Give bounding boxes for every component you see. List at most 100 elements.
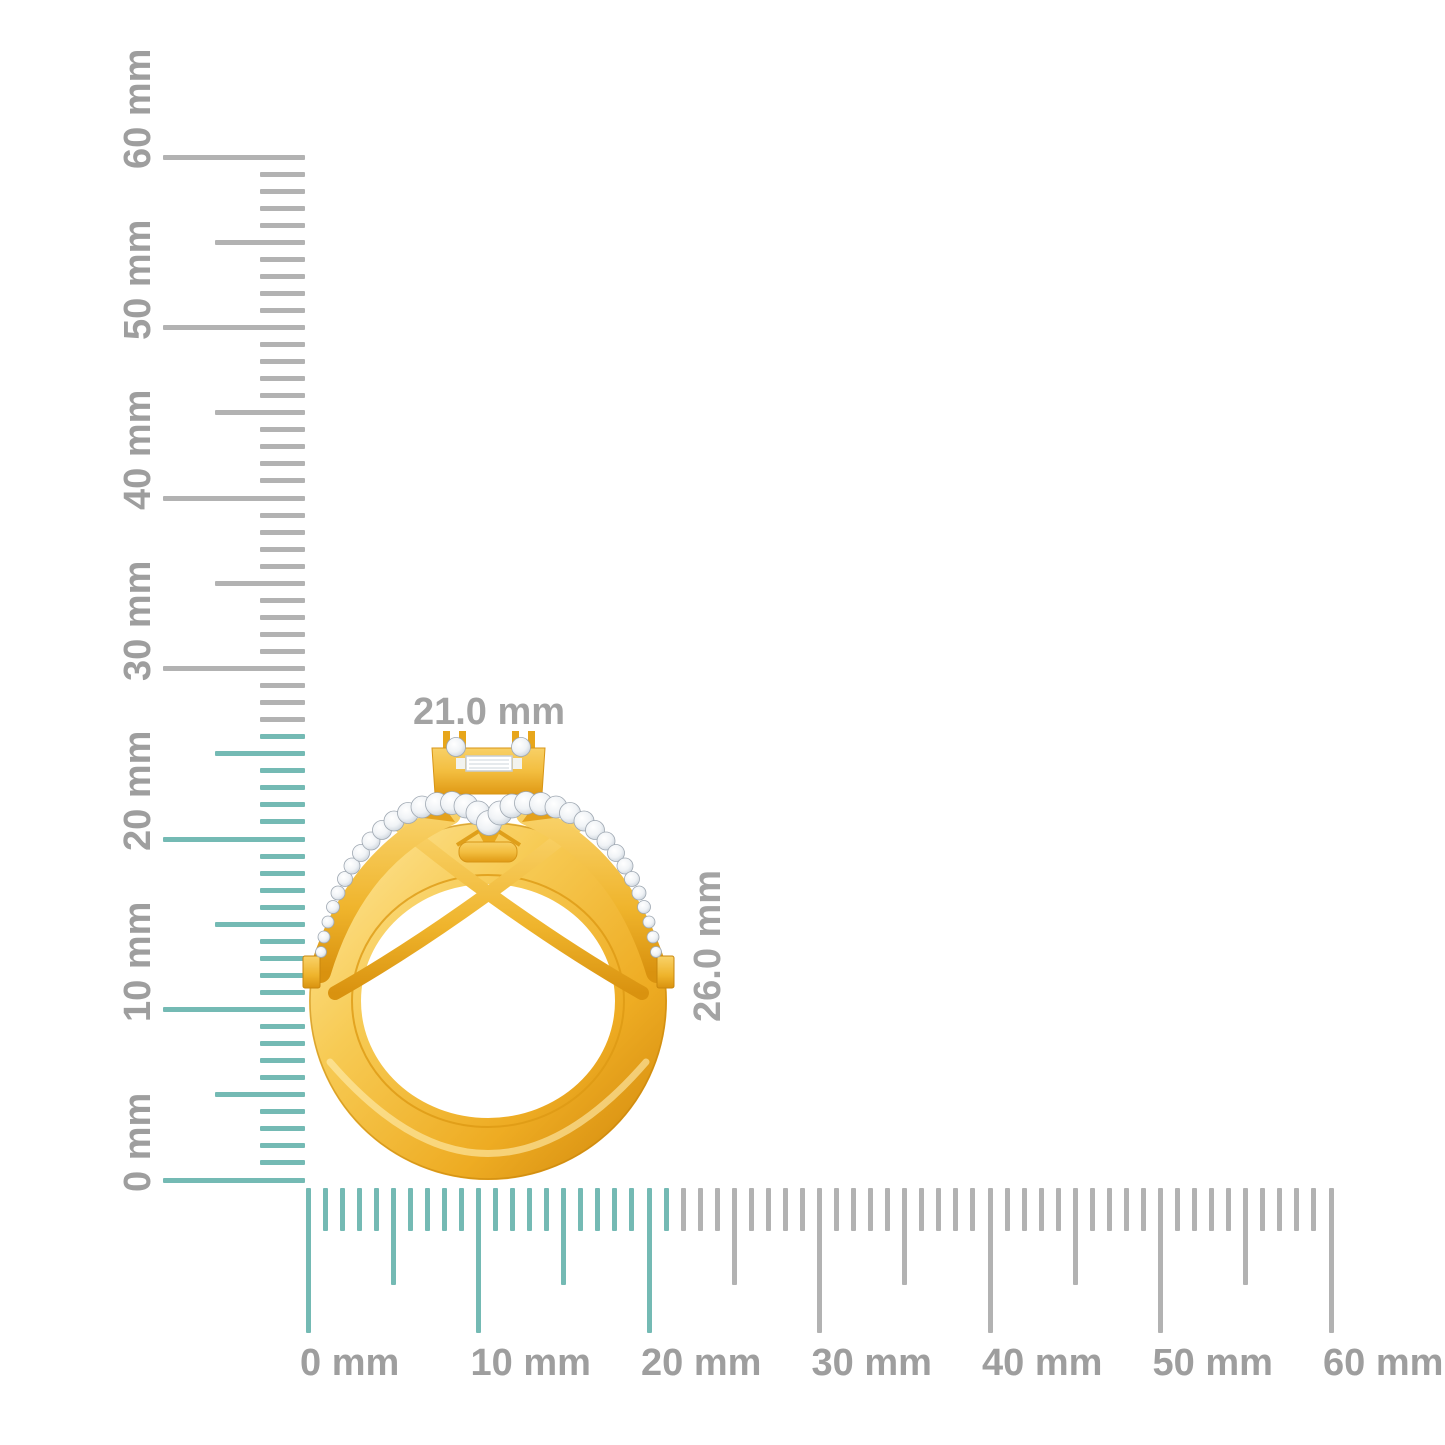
v-ruler-tick-58mm — [260, 188, 305, 194]
h-ruler-label-20mm: 20 mm — [641, 1342, 762, 1384]
h-ruler-tick-16mm — [578, 1188, 584, 1231]
h-ruler-tick-6mm — [407, 1188, 413, 1231]
v-ruler-tick-53mm — [260, 273, 305, 279]
h-ruler-tick-39mm — [970, 1188, 976, 1231]
v-ruler-tick-26mm — [260, 734, 305, 740]
v-ruler-tick-24mm — [260, 768, 305, 774]
v-ruler-tick-15mm — [215, 921, 305, 927]
h-ruler-tick-37mm — [936, 1188, 942, 1231]
h-ruler-tick-18mm — [612, 1188, 618, 1231]
v-ruler-tick-46mm — [260, 393, 305, 399]
pave-diamond — [650, 946, 662, 958]
h-ruler-tick-26mm — [748, 1188, 754, 1231]
v-ruler-tick-7mm — [260, 1058, 305, 1064]
h-ruler-tick-38mm — [953, 1188, 959, 1231]
v-ruler-tick-48mm — [260, 359, 305, 365]
v-ruler-tick-31mm — [260, 648, 305, 654]
v-ruler-tick-47mm — [260, 376, 305, 382]
left-shoulder-step — [302, 955, 321, 989]
pave-diamond — [326, 900, 340, 914]
v-ruler-tick-43mm — [260, 444, 305, 450]
pave-diamond — [317, 930, 331, 944]
baguette-diamond — [456, 755, 522, 772]
v-ruler-tick-55mm — [215, 239, 305, 245]
h-ruler-tick-49mm — [1140, 1188, 1146, 1231]
v-ruler-tick-50mm — [163, 325, 305, 330]
h-ruler-label-50mm: 50 mm — [1152, 1342, 1273, 1384]
h-ruler-tick-0mm — [305, 1188, 311, 1333]
v-ruler-tick-34mm — [260, 597, 305, 603]
h-ruler-tick-53mm — [1209, 1188, 1215, 1231]
h-ruler-tick-34mm — [885, 1188, 891, 1231]
v-ruler-tick-5mm — [215, 1092, 305, 1098]
v-ruler-tick-57mm — [260, 205, 305, 211]
v-ruler-tick-51mm — [260, 307, 305, 313]
h-ruler-tick-33mm — [868, 1188, 874, 1231]
pave-diamond — [637, 900, 651, 914]
v-ruler-tick-27mm — [260, 717, 305, 723]
head-accent-diamond — [511, 737, 531, 757]
v-ruler-tick-16mm — [260, 904, 305, 910]
h-ruler-label-10mm: 10 mm — [470, 1342, 591, 1384]
h-ruler-tick-31mm — [834, 1188, 840, 1231]
right-shoulder-step — [656, 955, 675, 989]
pave-diamond — [642, 915, 656, 929]
pave-diamond — [646, 930, 660, 944]
h-ruler-tick-1mm — [322, 1188, 328, 1231]
h-ruler-tick-28mm — [782, 1188, 788, 1231]
h-ruler-tick-3mm — [356, 1188, 362, 1231]
h-ruler-tick-44mm — [1055, 1188, 1061, 1231]
v-ruler-tick-18mm — [260, 870, 305, 876]
h-ruler-tick-17mm — [595, 1188, 601, 1231]
v-ruler-tick-21mm — [260, 819, 305, 825]
v-ruler-tick-52mm — [260, 290, 305, 296]
v-ruler-tick-37mm — [260, 546, 305, 552]
h-ruler-tick-41mm — [1004, 1188, 1010, 1231]
v-ruler-tick-10mm — [163, 1007, 305, 1012]
collar — [458, 841, 518, 863]
h-ruler-tick-43mm — [1038, 1188, 1044, 1231]
h-ruler-tick-29mm — [799, 1188, 805, 1231]
h-ruler-tick-12mm — [510, 1188, 516, 1231]
v-ruler-tick-59mm — [260, 171, 305, 177]
h-ruler-tick-7mm — [424, 1188, 430, 1231]
pave-diamond — [321, 915, 335, 929]
h-ruler-tick-57mm — [1277, 1188, 1283, 1231]
v-ruler-tick-12mm — [260, 972, 305, 978]
v-ruler-tick-39mm — [260, 512, 305, 518]
v-ruler-tick-41mm — [260, 478, 305, 484]
pave-diamond — [631, 885, 647, 901]
v-ruler-tick-3mm — [260, 1126, 305, 1132]
h-ruler-tick-20mm — [646, 1188, 652, 1333]
v-ruler-tick-4mm — [260, 1109, 305, 1115]
h-ruler-tick-48mm — [1123, 1188, 1129, 1231]
v-ruler-tick-40mm — [163, 495, 305, 501]
v-ruler-tick-20mm — [163, 836, 305, 842]
h-ruler-tick-46mm — [1089, 1188, 1095, 1231]
h-ruler-tick-14mm — [544, 1188, 550, 1231]
v-ruler-tick-28mm — [260, 700, 305, 706]
h-ruler-tick-60mm — [1328, 1188, 1334, 1333]
h-ruler-label-30mm: 30 mm — [811, 1342, 932, 1384]
h-ruler-tick-4mm — [373, 1188, 379, 1231]
v-ruler-tick-54mm — [260, 256, 305, 262]
h-ruler-tick-19mm — [629, 1188, 635, 1231]
h-ruler-tick-42mm — [1021, 1188, 1027, 1231]
pave-diamond — [315, 946, 327, 958]
h-ruler-tick-58mm — [1294, 1188, 1300, 1231]
v-ruler-tick-36mm — [260, 563, 305, 569]
pave-diamond — [624, 871, 640, 887]
h-ruler-tick-22mm — [680, 1188, 686, 1231]
h-ruler-tick-8mm — [441, 1188, 447, 1231]
v-ruler-tick-6mm — [260, 1075, 305, 1081]
h-ruler-tick-13mm — [527, 1188, 533, 1231]
pave-diamond — [596, 831, 616, 851]
pave-diamond-row — [315, 791, 662, 958]
v-ruler-tick-25mm — [215, 751, 305, 757]
v-ruler-tick-33mm — [260, 614, 305, 620]
h-ruler-tick-54mm — [1226, 1188, 1232, 1231]
v-ruler-tick-35mm — [215, 580, 305, 586]
v-ruler-tick-44mm — [260, 427, 305, 433]
